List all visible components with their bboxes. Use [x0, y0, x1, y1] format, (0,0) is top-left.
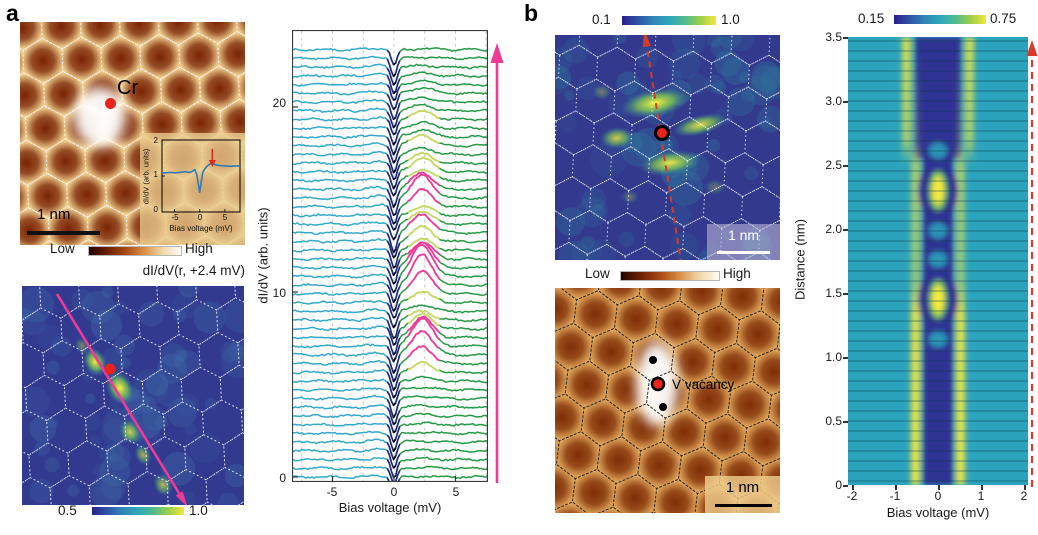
heatmap-ytick: 3.5: [825, 30, 842, 44]
inset-ytick: 2: [153, 136, 158, 145]
inset-xtick: 5: [222, 213, 228, 222]
vacancy-label: V vacancy: [672, 377, 735, 392]
inset-xlabel: Bias voltage (mV): [169, 224, 233, 233]
waterfall-ytick: 20: [272, 96, 286, 110]
cr-defect-label: Cr: [117, 77, 139, 99]
heatmap-ytick-mark: [843, 293, 848, 295]
map-b-canvas: [555, 35, 780, 260]
magenta-arrow-canvas: [490, 43, 504, 483]
scalebar-label-b-map: 1 nm: [727, 227, 760, 243]
colorbar-a-high-label: High: [185, 241, 213, 256]
scalebar-label-b-topo: 1 nm: [725, 479, 760, 496]
inset-xtick: 0: [197, 213, 203, 222]
heatmap-ytick-mark: [843, 37, 848, 39]
scalebar-box-b-map: 1 nm: [707, 224, 780, 260]
heatmap-xtick: -1: [889, 489, 901, 503]
cr-site-marker: [105, 98, 116, 109]
scalebar-a: [27, 231, 100, 235]
didv-map-vacancy-image: 1 nm: [555, 35, 780, 260]
heatmap-canvas: [848, 37, 1028, 485]
stm-topography-vacancy-image: V vacancy 1 nm: [555, 288, 780, 513]
topo-b-canvas: [555, 288, 780, 513]
colorbar-b-topo-low: Low: [585, 266, 610, 281]
heatmap-ytick-mark: [843, 165, 848, 167]
waterfall-ylabel: dI/dV (arb. units): [255, 207, 271, 304]
heatmap-ytick: 2.5: [825, 158, 842, 172]
heatmap-ytick: 0: [835, 478, 842, 492]
didv-map-cr-image: [22, 286, 244, 505]
waterfall-ytick: 0: [279, 471, 286, 485]
heatmap-ytick: 0.5: [825, 414, 842, 428]
heatmap-ytick-mark: [843, 101, 848, 103]
heatmap-ytick: 1.0: [825, 350, 842, 364]
heatmap-ytick-mark: [843, 229, 848, 231]
colorbar-b-map-max: 1.0: [721, 12, 740, 27]
scalebar-label-a: 1 nm: [37, 206, 71, 223]
heatmap-xtick-mark: [895, 485, 897, 490]
colorbar-b-heat: [894, 15, 986, 24]
inset-ytick: 1: [153, 170, 158, 179]
linecut-heatmap: [848, 37, 1028, 485]
waterfall-xtick: 0: [390, 485, 398, 499]
inset-canvas: [161, 139, 241, 213]
waterfall-xlabel: Bias voltage (mV): [338, 500, 442, 515]
heatmap-ytick: 2.0: [825, 222, 842, 236]
inset-point-spectrum: dI/dV (arb. units) 2 1 0 -5 0 5 Bias vol…: [140, 133, 245, 245]
waterfall-xtick: 5: [452, 485, 460, 499]
colorbar-b-heat-min: 0.15: [858, 11, 885, 26]
scalebar-b-topo: [715, 504, 772, 507]
heatmap-xtick: 1: [977, 489, 985, 503]
colorbar-a-map-max: 1.0: [189, 503, 208, 518]
stm-topography-cr-image: Cr 1 nm dI/dV (arb. units) 2 1 0 -5 0 5 …: [20, 22, 245, 245]
heatmap-ytick: 3.0: [825, 94, 842, 108]
map-a-title: dI/dV(r, +2.4 mV): [142, 263, 245, 278]
colorbar-b-heat-max: 0.75: [990, 11, 1017, 26]
heatmap-ytick-mark: [843, 421, 848, 423]
heatmap-xtick-mark: [981, 485, 983, 490]
colorbar-a-map-min: 0.5: [58, 503, 77, 518]
heatmap-xtick: 2: [1020, 489, 1028, 503]
colorbar-a-map: [92, 507, 184, 515]
linecut-direction-arrow-b: [1026, 40, 1038, 487]
map-a-canvas: [22, 286, 244, 505]
scalebar-b-map: [717, 251, 770, 254]
colorbar-b-map: [622, 16, 716, 25]
vacancy-markers: [649, 356, 667, 411]
heatmap-xtick: 0: [934, 489, 942, 503]
colorbar-b-map-min: 0.1: [592, 12, 611, 27]
heatmap-ytick-mark: [843, 357, 848, 359]
colorbar-a-topo: [88, 246, 182, 256]
heatmap-ylabel: Distance (nm): [792, 219, 808, 300]
colorbar-b-topo-high: High: [723, 266, 751, 281]
heatmap-xtick-mark: [852, 485, 854, 490]
colorbar-b-topo: [620, 271, 720, 281]
inset-ytick: 0: [153, 205, 158, 214]
waterfall-canvas: [292, 30, 488, 482]
linecut-direction-arrow-a: [489, 43, 505, 485]
heatmap-xtick-mark: [938, 485, 940, 490]
red-arrow-canvas: [1026, 40, 1038, 487]
panel-a-label: a: [6, 0, 19, 26]
waterfall-spectra-plot: [292, 30, 488, 482]
panel-b-label: b: [524, 0, 539, 26]
inset-xtick: -5: [171, 213, 179, 222]
colorbar-a-low-label: Low: [50, 241, 75, 256]
heatmap-ytick-mark: [843, 485, 848, 487]
waterfall-ytick: 10: [272, 286, 286, 300]
heatmap-xtick: -2: [846, 489, 858, 503]
heatmap-xlabel: Bias voltage (mV): [886, 505, 990, 520]
heatmap-xtick-mark: [1024, 485, 1026, 490]
waterfall-xtick: -5: [326, 485, 338, 499]
scalebar-box-b-topo: 1 nm: [705, 476, 780, 513]
heatmap-ytick: 1.5: [825, 286, 842, 300]
